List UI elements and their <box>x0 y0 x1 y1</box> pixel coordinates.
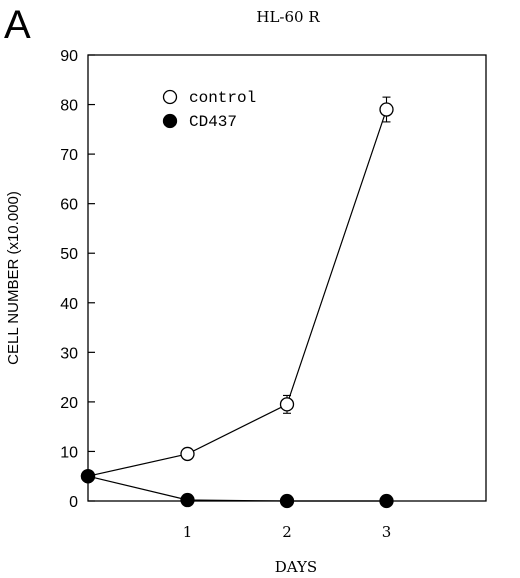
y-tick-label: 10 <box>60 444 78 461</box>
legend-marker-control <box>162 89 178 105</box>
y-tick-label: 20 <box>60 395 78 412</box>
cd437-data-point <box>279 493 295 509</box>
y-tick-label: 90 <box>60 48 78 65</box>
legend: control CD437 <box>162 89 256 131</box>
control-data-point <box>379 102 394 117</box>
x-axis-label: DAYS <box>275 558 317 576</box>
cd437-data-point <box>80 469 96 484</box>
legend-label-control: control <box>189 89 256 107</box>
y-tick-label: 30 <box>60 345 78 362</box>
x-tick-label: 3 <box>382 523 392 541</box>
y-tick-label: 60 <box>60 197 78 214</box>
plot-frame <box>87 54 487 502</box>
legend-label-cd437: CD437 <box>189 113 237 131</box>
x-tick-label: 1 <box>183 523 193 541</box>
y-tick-label: 50 <box>60 246 78 263</box>
panel-letter: A <box>4 3 31 47</box>
legend-marker-cd437 <box>162 113 178 129</box>
y-axis: 0 10 20 30 40 50 60 70 80 90 <box>60 48 95 511</box>
chart-title: HL-60 R <box>256 8 320 26</box>
control-data-point <box>279 397 295 412</box>
y-axis-label: CELL NUMBER (x10.000) <box>5 191 22 365</box>
cd437-data-point <box>379 493 394 509</box>
y-tick-label: 40 <box>60 296 78 313</box>
series-layer <box>80 96 394 509</box>
x-tick-label: 2 <box>282 523 292 541</box>
cd437-data-point <box>180 492 195 508</box>
y-tick-label: 0 <box>69 494 78 511</box>
control-data-point <box>180 446 195 462</box>
series-line-cd437 <box>87 475 387 502</box>
series-line-control <box>87 109 388 477</box>
y-tick-label: 80 <box>60 98 78 115</box>
y-tick-label: 70 <box>60 147 78 164</box>
